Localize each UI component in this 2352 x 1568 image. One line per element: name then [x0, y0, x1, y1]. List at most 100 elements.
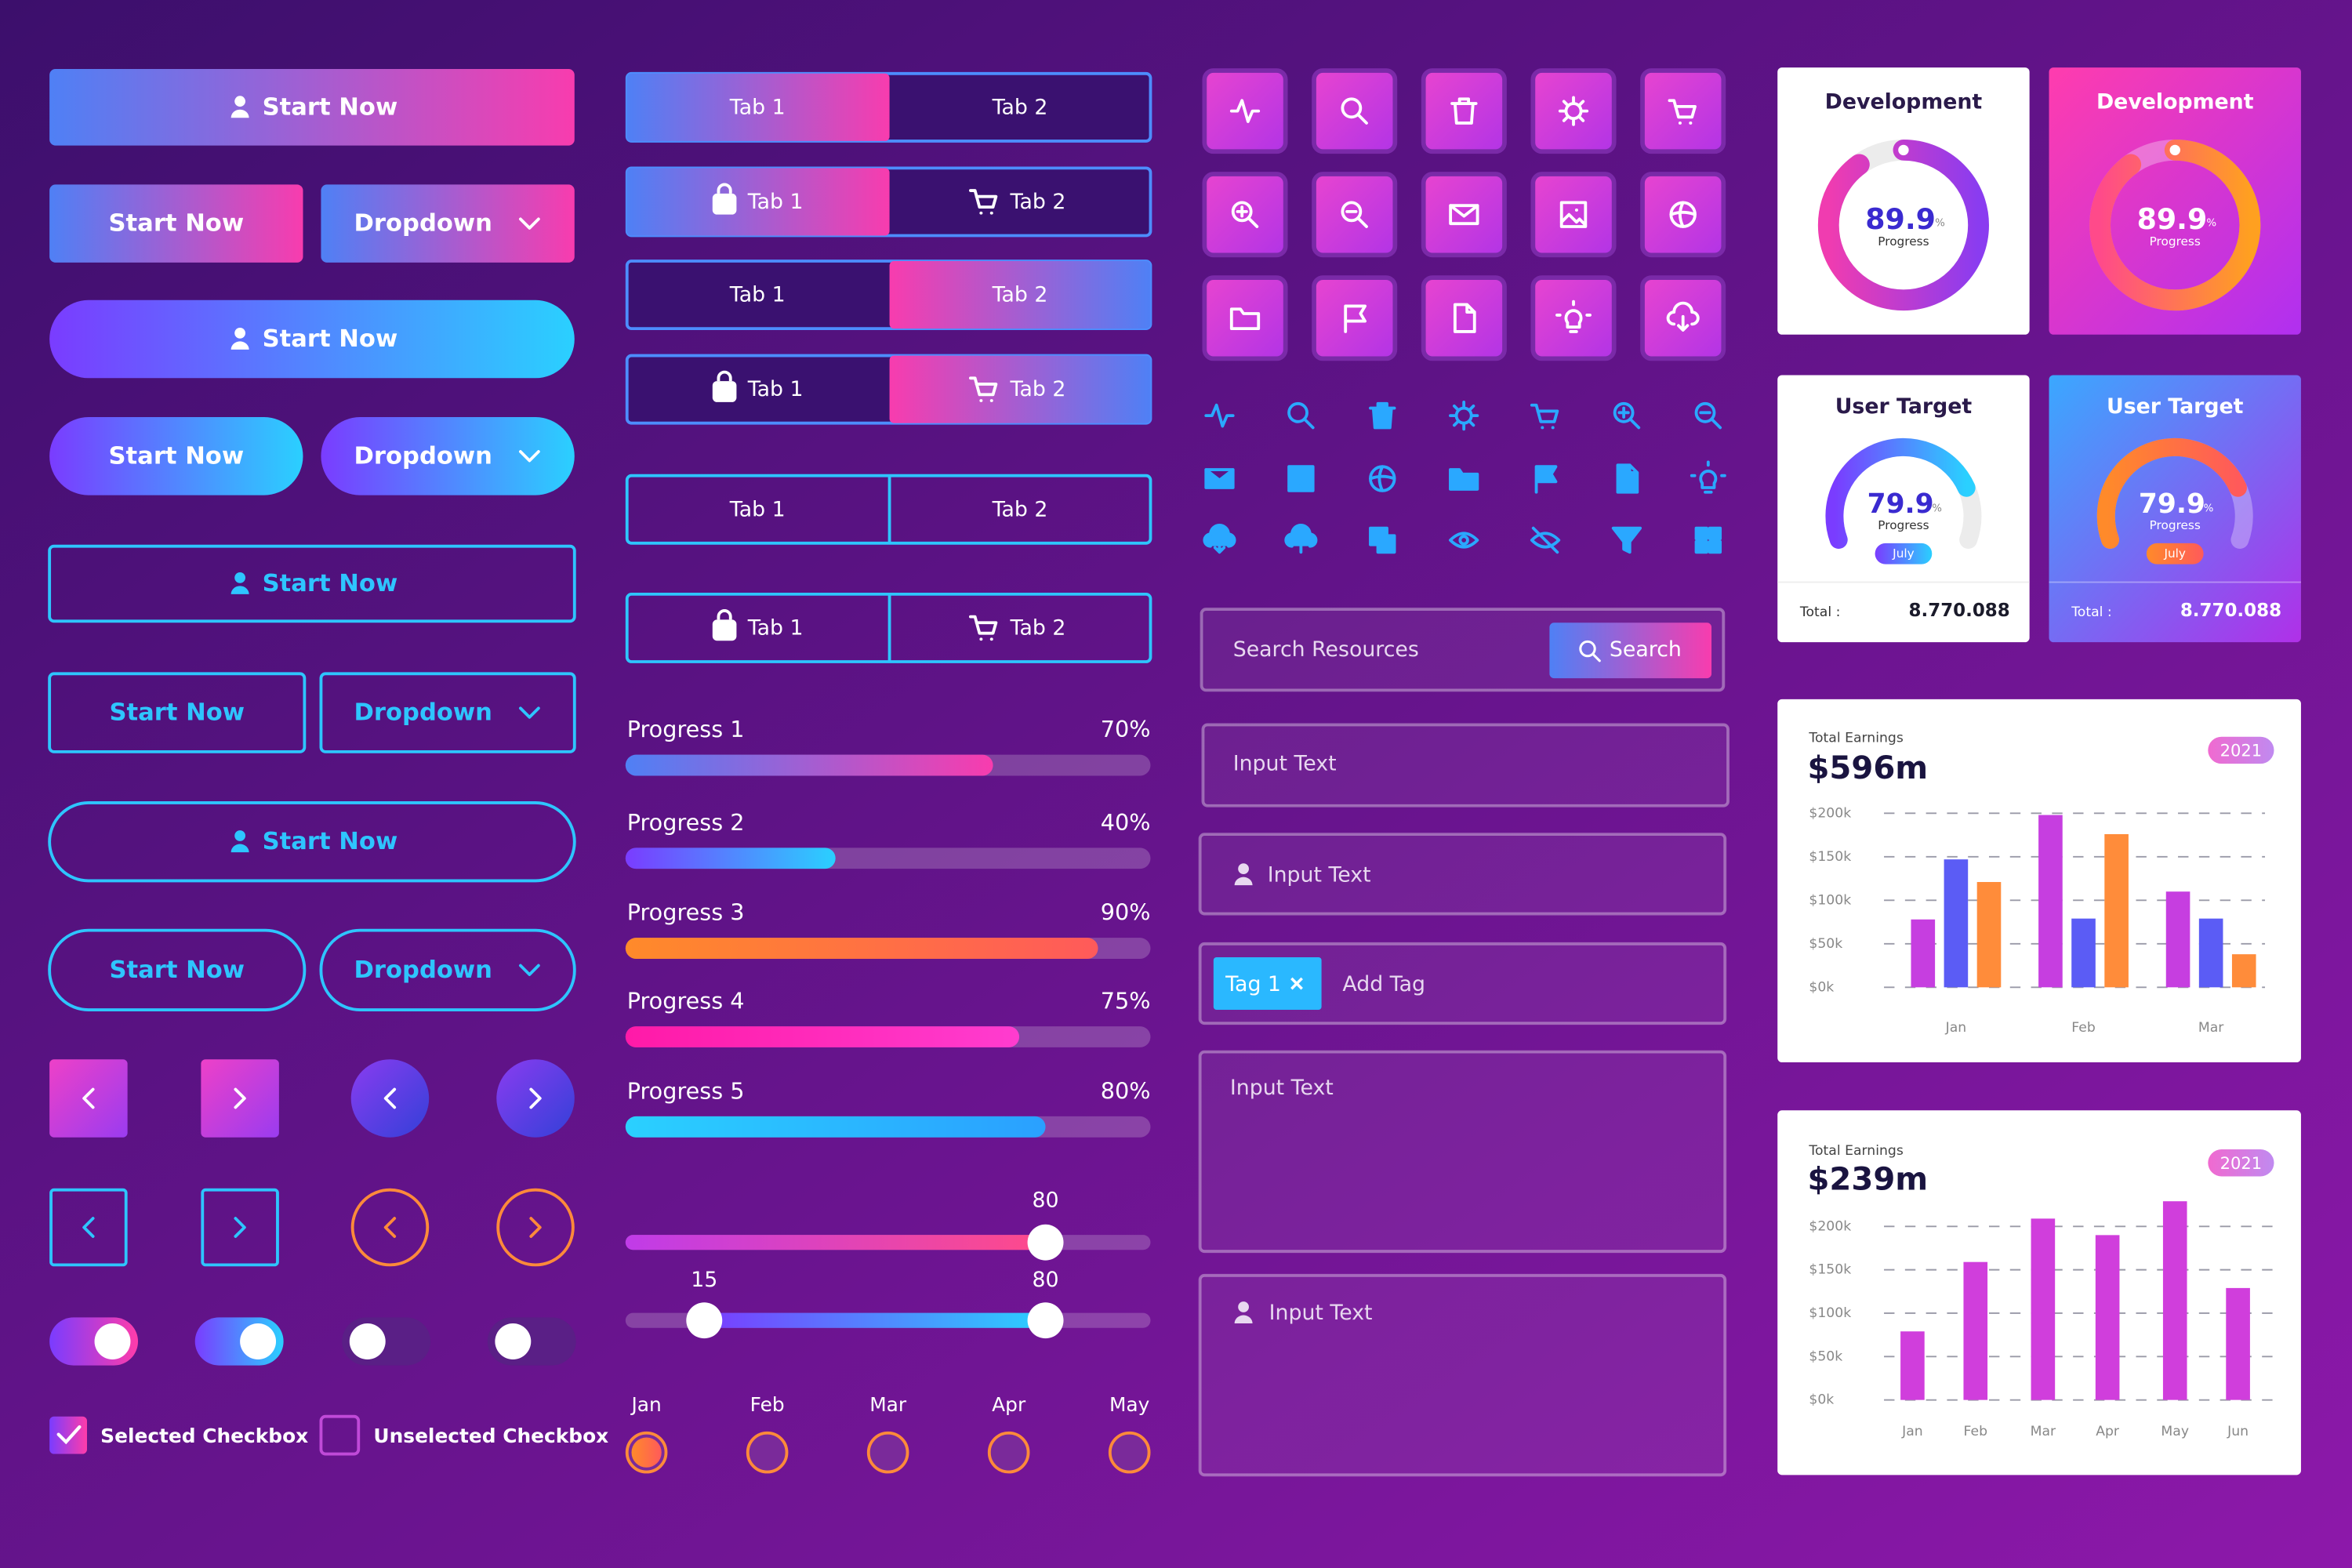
gauge-value: 79.9: [2139, 488, 2205, 520]
tab-label: Tab 2: [1010, 377, 1066, 401]
total-label: Total :: [2071, 604, 2111, 620]
button[interactable]: Dropdown: [321, 184, 575, 263]
icon-button[interactable]: [1530, 172, 1617, 258]
search-button[interactable]: Search: [1549, 622, 1712, 679]
icon-button[interactable]: [1421, 172, 1507, 258]
button[interactable]: Start Now: [48, 672, 307, 753]
tab-group[interactable]: Tab 1 Tab 2: [625, 474, 1152, 545]
radio[interactable]: [987, 1431, 1030, 1474]
button[interactable]: Start Now: [49, 184, 303, 263]
tab-label: Tab 2: [992, 283, 1048, 307]
chevron-icon: [234, 1087, 246, 1109]
progress-fill: [625, 1026, 1020, 1047]
input-box[interactable]: [1201, 723, 1730, 808]
nav-button[interactable]: [496, 1059, 575, 1138]
checkbox[interactable]: Selected Checkbox: [49, 1416, 308, 1454]
button[interactable]: Dropdown: [319, 928, 576, 1011]
nav-button[interactable]: [49, 1188, 128, 1267]
icon-button[interactable]: [1312, 172, 1398, 258]
button[interactable]: Start Now: [48, 801, 576, 883]
button[interactable]: Start Now: [49, 69, 575, 146]
icon-button[interactable]: [1421, 275, 1507, 361]
folder-icon: [1449, 468, 1479, 491]
bar: [1900, 1331, 1925, 1400]
donut-caption: Progress: [2150, 234, 2201, 249]
clouddown-icon: [1203, 524, 1236, 554]
button[interactable]: Dropdown: [319, 672, 576, 753]
input-box[interactable]: [1198, 1273, 1727, 1477]
toggle-knob: [240, 1323, 277, 1359]
icon-button[interactable]: [1640, 172, 1726, 258]
icon-button[interactable]: [1312, 68, 1398, 154]
bar: [2031, 1218, 2056, 1400]
bar: [2231, 954, 2256, 988]
bar: [2038, 815, 2063, 988]
button-label: Dropdown: [354, 442, 492, 470]
clouddown-icon: [1666, 301, 1700, 332]
nav-button[interactable]: [496, 1188, 575, 1267]
icon-button[interactable]: [1640, 68, 1726, 154]
filter-icon: [1611, 526, 1642, 554]
button[interactable]: Start Now: [49, 417, 303, 495]
input-placeholder: Input Text: [1269, 1301, 1373, 1325]
icon-button[interactable]: [1202, 275, 1288, 361]
nav-button[interactable]: [49, 1059, 128, 1138]
search-button-body: [1549, 622, 1712, 679]
nav-button[interactable]: [350, 1059, 430, 1138]
slider-knob[interactable]: [1027, 1224, 1064, 1261]
card-title: User Target: [2107, 394, 2244, 419]
gauge-caption: Progress: [1878, 518, 1929, 532]
button[interactable]: Start Now: [48, 544, 576, 623]
chevron-icon: [82, 1217, 95, 1238]
icon-button[interactable]: [1640, 275, 1726, 361]
toggle[interactable]: [49, 1317, 139, 1366]
radio[interactable]: [746, 1431, 789, 1474]
toggle[interactable]: [194, 1317, 284, 1366]
gear-icon: [1558, 96, 1589, 126]
radio[interactable]: [866, 1431, 909, 1474]
icon-button[interactable]: [1202, 172, 1288, 258]
button[interactable]: Start Now: [48, 928, 307, 1011]
icon-button[interactable]: [1202, 68, 1288, 154]
nav-button[interactable]: [201, 1188, 279, 1267]
person-icon: [230, 341, 249, 350]
button-label: Start Now: [109, 956, 245, 984]
y-tick-label: $200k: [1809, 805, 1851, 821]
radio[interactable]: [625, 1431, 668, 1474]
radio[interactable]: [1108, 1431, 1151, 1474]
tab-active: [889, 355, 1151, 423]
input-box[interactable]: [1198, 942, 1727, 1025]
button[interactable]: Start Now: [49, 299, 575, 379]
button[interactable]: Dropdown: [321, 417, 575, 495]
tab-group[interactable]: Tab 1 Tab 2: [625, 260, 1152, 331]
tab-group[interactable]: Tab 1 Tab 2: [625, 71, 1152, 143]
checkbox[interactable]: Unselected Checkbox: [319, 1414, 608, 1456]
toggle[interactable]: [487, 1317, 576, 1366]
chevron-icon: [518, 964, 540, 976]
x-tick-label: Feb: [2071, 1020, 2095, 1036]
total-label: Total :: [1799, 604, 1840, 620]
bar: [2095, 1235, 2120, 1400]
zoomin-icon: [1613, 402, 1641, 430]
slider-knob[interactable]: [686, 1302, 723, 1339]
toggle[interactable]: [342, 1317, 431, 1366]
icon-button[interactable]: [1530, 68, 1617, 154]
zoomout-icon: [1694, 402, 1722, 430]
chevron-icon: [82, 1087, 95, 1109]
badge: [1875, 543, 1933, 564]
nav-button[interactable]: [201, 1059, 279, 1138]
tab-group[interactable]: Tab 1 Tab 2: [625, 166, 1152, 238]
icon-button[interactable]: [1421, 68, 1507, 154]
icon-box: [1312, 172, 1398, 258]
tag-chip[interactable]: Tag 1: [1213, 957, 1322, 1011]
input-box[interactable]: [1198, 833, 1727, 916]
button-body: [321, 184, 575, 263]
icon-button[interactable]: [1312, 275, 1398, 361]
icon-button[interactable]: [1530, 275, 1617, 361]
slider-knob[interactable]: [1027, 1302, 1064, 1339]
nav-button[interactable]: [350, 1188, 430, 1267]
tab-group[interactable]: Tab 1 Tab 2: [625, 354, 1152, 425]
input-box[interactable]: [1198, 1050, 1727, 1254]
button-label: Start Now: [263, 325, 398, 353]
tab-group[interactable]: Tab 1 Tab 2: [625, 592, 1152, 663]
